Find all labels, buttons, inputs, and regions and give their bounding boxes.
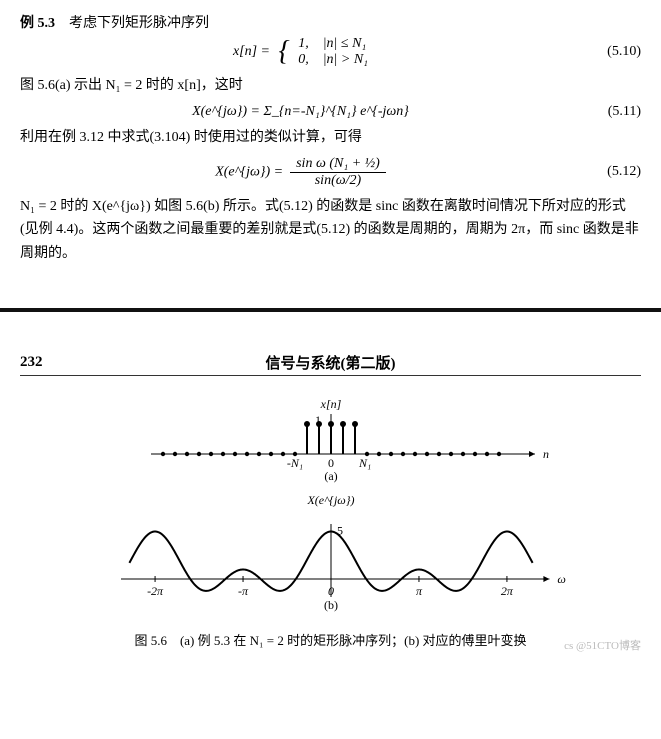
figure-5-6: x[n] -N₁ 0 N₁ 1 n (a) X(e^{jω}) -2π -π 0 π 2π 5 ω (b) — [0, 394, 661, 624]
watermark: cs @51CTO博客 — [564, 637, 641, 653]
svg-text:x[n]: x[n] — [319, 397, 341, 411]
svg-text:0: 0 — [328, 456, 334, 470]
svg-text:(a): (a) — [324, 469, 337, 483]
svg-text:-N₁: -N₁ — [286, 456, 302, 470]
text-line-1: 图 5.6(a) 示出 N₁ = 2 时的 x[n]，这时 — [20, 74, 641, 98]
svg-text:-π: -π — [238, 584, 249, 598]
paragraph: N₁ = 2 时的 X(e^{jω}) 如图 5.6(b) 所示。式(5.12)… — [20, 195, 641, 266]
svg-text:X(e^{jω}): X(e^{jω}) — [306, 493, 354, 507]
page-header: 232 信号与系统(第二版) — [0, 352, 661, 373]
svg-text:0: 0 — [328, 584, 334, 598]
svg-text:2π: 2π — [500, 584, 513, 598]
figure-caption: 图 5.6 (a) 例 5.3 在 N₁ = 2 时的矩形脉冲序列；(b) 对应… — [0, 630, 661, 649]
equation-5-10: x[n] = { 1, |n| ≤ N₁ 0, |n| > N₁ (5.10) — [20, 36, 641, 68]
svg-text:π: π — [415, 584, 422, 598]
header-rule — [20, 375, 641, 376]
svg-text:5: 5 — [337, 523, 343, 537]
example-title: 例 5.3 考虑下列矩形脉冲序列 — [20, 12, 641, 32]
svg-text:1: 1 — [315, 413, 321, 427]
svg-text:(b): (b) — [324, 598, 338, 612]
svg-text:n: n — [543, 447, 549, 461]
equation-5-12: X(e^{jω}) = sin ω (N₁ + ½) sin(ω/2) (5.1… — [20, 156, 641, 189]
text-line-2: 利用在例 3.12 中求式(3.104) 时使用过的类似计算，可得 — [20, 126, 641, 150]
equation-5-11: X(e^{jω}) = Σ_{n=-N₁}^{N₁} e^{-jωn} (5.1… — [20, 104, 641, 120]
svg-text:ω: ω — [557, 572, 565, 586]
svg-text:N₁: N₁ — [358, 456, 371, 470]
svg-text:-2π: -2π — [147, 584, 164, 598]
page-divider — [0, 308, 661, 312]
